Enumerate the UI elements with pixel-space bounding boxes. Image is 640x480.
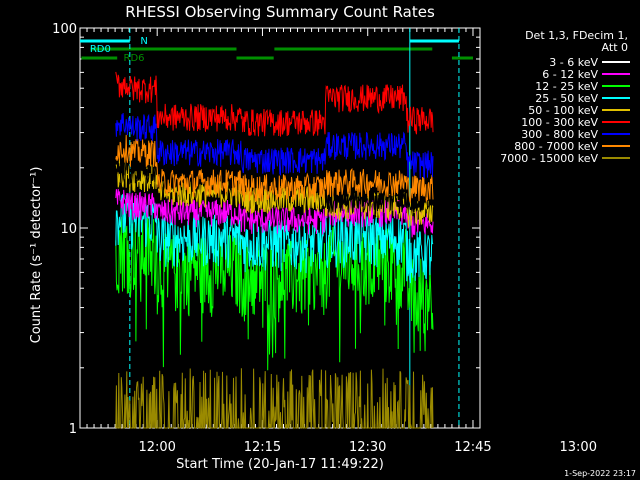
series-line-50-100-kev <box>115 160 434 228</box>
legend-label: 12 - 25 keV <box>535 80 598 93</box>
legend-label: 100 - 300 keV <box>521 116 598 129</box>
x-tick-label: 13:00 <box>560 440 597 455</box>
chart-title: RHESSI Observing Summary Count Rates <box>125 3 435 21</box>
x-axis-label: Start Time (20-Jan-17 11:49:22) <box>176 457 384 472</box>
legend-label: 50 - 100 keV <box>528 104 598 117</box>
legend-label: 3 - 6 keV <box>549 56 598 69</box>
legend-label: 6 - 12 keV <box>542 68 598 81</box>
legend-label: 300 - 800 keV <box>521 128 598 141</box>
x-tick-label: 12:45 <box>454 440 491 455</box>
series-line-6-12-kev <box>115 188 434 238</box>
series-line-800-7000-kev <box>115 134 434 204</box>
legend-label: 800 - 7000 keV <box>514 140 598 153</box>
x-tick-label: 12:15 <box>244 440 281 455</box>
flag-label-rd0: RD0 <box>90 44 111 55</box>
legend-title-line-2: Att 0 <box>602 41 628 54</box>
y-tick-label: 1 <box>69 422 77 437</box>
legend-label: 25 - 50 keV <box>535 92 598 105</box>
series-line-100-300-kev <box>115 71 434 137</box>
plot-area: 11010012:0012:1512:3012:4513:0013:15NRD0… <box>52 22 630 455</box>
legend-title-line-1: Det 1,3, FDecim 1, <box>525 29 628 42</box>
y-axis-label: Count Rate (s⁻¹ detector⁻¹) <box>29 167 44 344</box>
x-tick-label: 12:00 <box>138 440 175 455</box>
legend-label: 7000 - 15000 keV <box>500 152 598 165</box>
series-line-25-50-kev <box>115 193 434 284</box>
y-tick-label: 100 <box>52 22 77 37</box>
y-tick-label: 10 <box>60 222 77 237</box>
series-line-3-6-kev <box>115 155 434 214</box>
flag-label-n: N <box>140 36 147 47</box>
flag-label-rd6: RD6 <box>124 53 145 64</box>
footer-timestamp: 1-Sep-2022 23:17 <box>564 469 636 478</box>
series-line-300-800-kev <box>115 112 434 180</box>
x-tick-label: 12:30 <box>349 440 386 455</box>
series-line-7000-15000-kev <box>115 368 434 430</box>
